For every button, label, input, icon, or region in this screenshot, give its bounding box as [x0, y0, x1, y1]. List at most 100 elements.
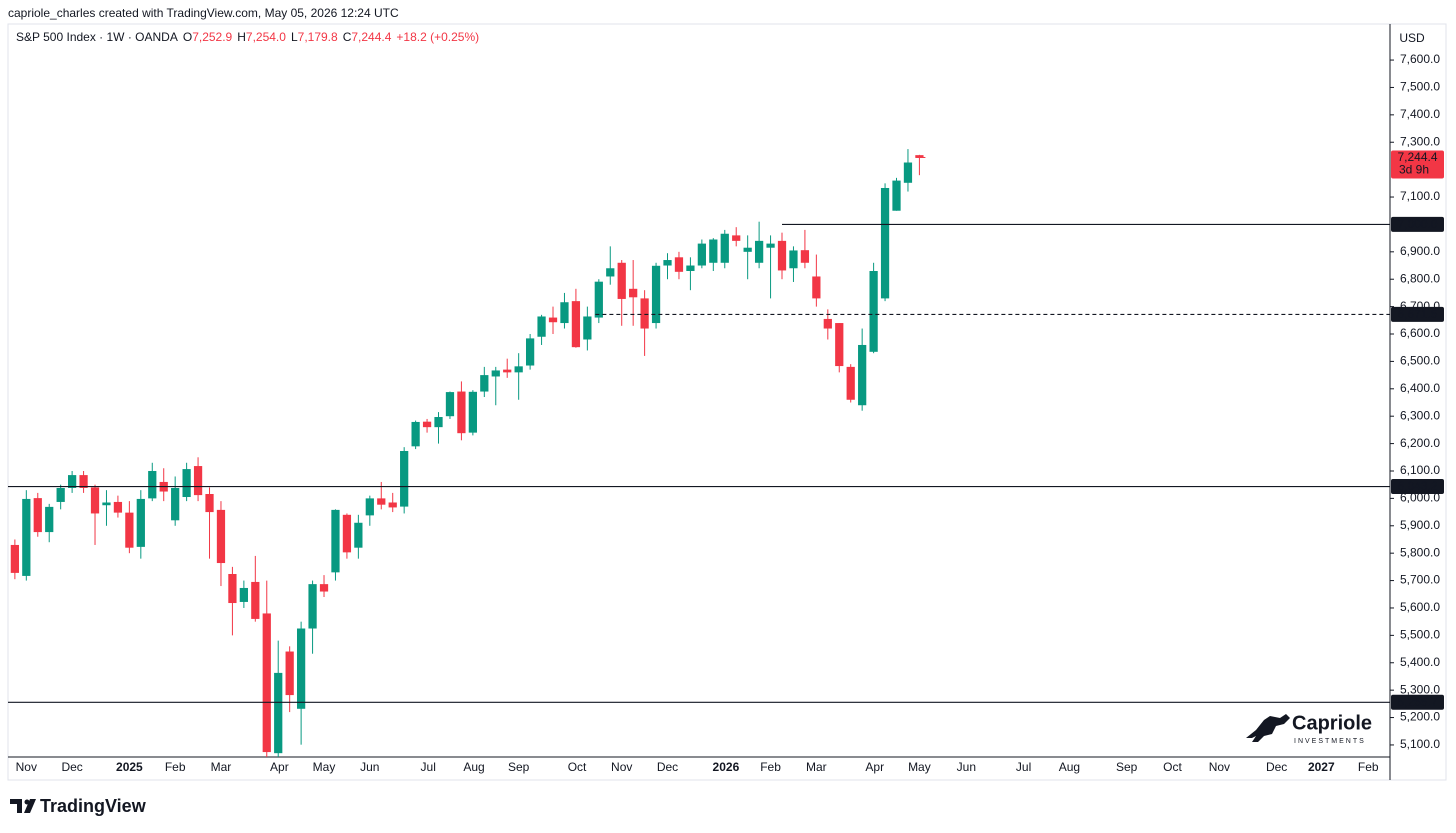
candle-body — [754, 240, 764, 263]
y-tick-label: 6,600.0 — [1400, 326, 1440, 340]
y-tick-label: 6,800.0 — [1400, 271, 1440, 285]
y-tick-label: 5,100.0 — [1400, 737, 1440, 751]
candle-body — [342, 514, 352, 553]
level-label-box — [1391, 694, 1444, 710]
y-tick-label: 6,400.0 — [1400, 381, 1440, 395]
y-tick-label: 6,300.0 — [1400, 408, 1440, 422]
candle-body — [548, 317, 558, 323]
candle-body — [835, 323, 844, 367]
candle-body — [892, 180, 901, 211]
candle-body — [491, 370, 500, 377]
x-tick-label: Jun — [360, 760, 379, 774]
x-tick-label: Aug — [1059, 760, 1080, 774]
candle-body — [400, 450, 409, 507]
y-tick-label: 5,200.0 — [1400, 710, 1440, 724]
candle-body — [617, 262, 626, 299]
candle-body — [812, 276, 821, 299]
x-tick-label: Oct — [568, 760, 587, 774]
x-tick-label: Feb — [1358, 760, 1379, 774]
candle-body — [629, 288, 638, 298]
y-tick-label: 6,500.0 — [1400, 354, 1440, 368]
x-tick-label: Nov — [1209, 760, 1230, 774]
y-tick-label: 5,800.0 — [1400, 545, 1440, 559]
x-tick-label: Dec — [1266, 760, 1287, 774]
level-label-box — [1391, 479, 1444, 495]
candle-body — [79, 475, 88, 488]
candle-body — [858, 344, 867, 406]
level-label: 5,255.7 — [1397, 695, 1437, 709]
y-tick-label: 7,500.0 — [1400, 80, 1440, 94]
candle-body — [319, 584, 329, 592]
footer-logo: TradingView — [10, 796, 147, 816]
tv-icon-dot — [24, 799, 30, 805]
x-tick-label: 2025 — [116, 760, 143, 774]
ohlc-key: L — [291, 30, 298, 44]
level-label: 6,043.2 — [1397, 479, 1437, 493]
x-tick-label: Dec — [61, 760, 82, 774]
y-tick-label: 7,100.0 — [1400, 189, 1440, 203]
candle-body — [274, 672, 283, 754]
x-tick-label: Feb — [760, 760, 781, 774]
x-tick-label: Jun — [957, 760, 976, 774]
candle-body — [789, 250, 798, 269]
level-label-box — [1391, 306, 1444, 322]
candle-body — [388, 502, 397, 508]
candle-body — [56, 487, 65, 502]
candle-body — [205, 494, 214, 513]
y-tick-label: 6,000.0 — [1400, 491, 1440, 505]
chart-frame — [7, 23, 1447, 781]
y-tick-label: 7,300.0 — [1400, 134, 1440, 148]
candle-body — [594, 281, 603, 318]
ohlc-value: 7,179.8 — [298, 30, 338, 44]
last-price-label: 7,244.4 — [1397, 150, 1437, 164]
x-tick-label: Nov — [611, 760, 632, 774]
plot-area — [8, 149, 1390, 757]
x-tick-label: Apr — [865, 760, 884, 774]
candle-body — [251, 581, 260, 619]
ohlc-value: 7,254.0 — [246, 30, 286, 44]
y-tick-label: 6,200.0 — [1400, 436, 1440, 450]
candle-body — [732, 235, 741, 241]
candle-body — [869, 271, 878, 352]
symbol: S&P 500 Index · 1W · OANDA — [16, 30, 178, 44]
candle-body — [136, 498, 145, 547]
candle-body — [125, 512, 134, 548]
candle-body — [480, 375, 489, 392]
candle-body — [171, 487, 180, 521]
candle-body — [377, 498, 386, 505]
candle-body — [434, 417, 443, 428]
candle-body — [411, 421, 420, 447]
x-tick-label: Jul — [1016, 760, 1031, 774]
x-tick-label: Oct — [1163, 760, 1182, 774]
watermark-title: Capriole — [1292, 712, 1372, 734]
y-tick-label: 5,600.0 — [1400, 600, 1440, 614]
y-tick-label: 5,400.0 — [1400, 655, 1440, 669]
overlay: 5,100.0 5,200.0 5,300.0 5,400.0 5,500.0 5,600… — [16, 52, 1444, 774]
x-tick-label: Feb — [165, 760, 186, 774]
y-tick-label: 6,900.0 — [1400, 244, 1440, 258]
candle-body — [67, 475, 77, 488]
candle-body — [182, 469, 191, 498]
candle-body — [22, 498, 31, 576]
candle-body — [846, 366, 855, 400]
legend-line: S&P 500 Index · 1W · OANDA O7,252.9 H7,254… — [16, 30, 479, 44]
candle-body — [674, 257, 684, 272]
ohlc-key: C — [343, 30, 352, 44]
x-tick-label: Mar — [211, 760, 232, 774]
candle-body — [915, 155, 924, 158]
change: +18.2 (+0.25%) — [396, 30, 479, 44]
x-tick-label: Apr — [270, 760, 289, 774]
candle-body — [308, 584, 317, 629]
y-tick-label: 6,100.0 — [1400, 463, 1440, 477]
candle-body — [720, 233, 729, 263]
candle-body — [216, 509, 226, 564]
candle-body — [445, 392, 455, 417]
candle-body — [239, 587, 248, 602]
candle-body — [880, 187, 890, 299]
ohlc-value: 7,252.9 — [192, 30, 232, 44]
footer-brand: TradingView — [40, 796, 147, 816]
legend: S&P 500 Index · 1W · OANDA O7,252.9 H7,254… — [16, 30, 479, 44]
candle-body — [663, 260, 672, 266]
